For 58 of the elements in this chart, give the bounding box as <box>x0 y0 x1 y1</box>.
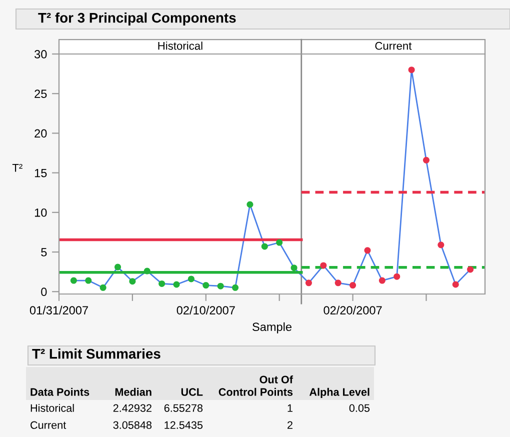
point <box>350 282 356 289</box>
point <box>438 242 444 248</box>
point <box>276 239 283 246</box>
y-tick-label: 5 <box>41 248 47 256</box>
point <box>378 277 386 284</box>
text: 0.05 <box>349 404 370 412</box>
y-tick-label: 20 <box>34 129 47 138</box>
text: UCL <box>181 388 203 396</box>
y-tick-label: 0 <box>41 288 47 296</box>
point <box>246 201 254 208</box>
point <box>334 280 342 286</box>
text: 1 <box>288 404 292 412</box>
point <box>305 280 312 286</box>
y-tick-label: 10 <box>34 208 47 217</box>
point <box>202 282 210 289</box>
y-axis-title: T² <box>12 164 22 172</box>
point <box>232 284 239 291</box>
point <box>100 284 106 291</box>
point <box>290 264 298 272</box>
text: Current <box>375 42 412 50</box>
point <box>408 66 415 74</box>
point <box>70 277 77 284</box>
chart-title: T² for 3 Principal Components <box>38 12 236 26</box>
point <box>364 247 371 254</box>
point <box>129 278 136 285</box>
point <box>114 264 122 270</box>
text: Out Of Control Points <box>218 375 294 396</box>
x-tick-label: 02/10/2007 <box>176 306 235 314</box>
point <box>173 281 180 288</box>
point <box>188 276 194 282</box>
text: 2.42932 <box>113 404 152 412</box>
x-tick-label: 02/20/2007 <box>324 306 382 314</box>
text: 2 <box>288 421 292 429</box>
point <box>452 281 459 288</box>
point <box>261 243 268 250</box>
point <box>320 262 327 269</box>
y-tick-label: 15 <box>34 168 47 178</box>
point <box>85 277 92 284</box>
text: 3.05848 <box>113 421 152 429</box>
point <box>144 268 150 274</box>
point <box>158 280 166 287</box>
text: T² Limit Summaries <box>32 348 160 359</box>
text: Median <box>115 388 152 396</box>
text: 6.55278 <box>164 404 203 412</box>
point <box>394 273 400 280</box>
text: 12.5435 <box>164 421 203 429</box>
text: Historical <box>30 404 74 412</box>
x-axis-title: Sample <box>252 322 292 334</box>
y-tick-label: 30 <box>34 50 47 58</box>
point <box>217 282 224 290</box>
point <box>467 266 474 273</box>
text: Alpha Level <box>309 388 370 398</box>
point <box>422 156 430 164</box>
text: Current <box>30 421 66 429</box>
text: Historical <box>158 42 202 50</box>
text: Data Points <box>30 388 90 396</box>
x-tick-label: 01/31/2007 <box>30 306 88 314</box>
y-tick-label: 25 <box>34 90 47 98</box>
